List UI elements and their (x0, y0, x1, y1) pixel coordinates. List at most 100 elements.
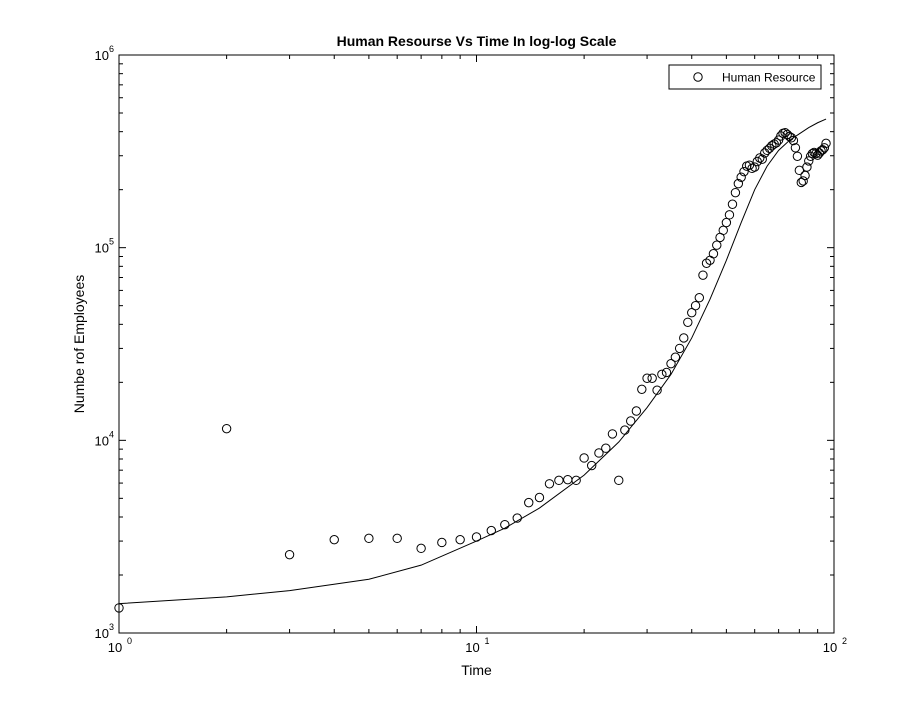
data-point (733, 178, 744, 189)
y-tick-label: 10 (95, 241, 109, 256)
data-point (814, 148, 825, 158)
legend-label: Human Resource (722, 71, 816, 85)
data-point (683, 317, 693, 327)
y-tick-exponent: 3 (109, 622, 114, 632)
data-point (554, 475, 564, 486)
data-point (730, 187, 741, 198)
data-point (534, 492, 545, 503)
data-point (571, 475, 581, 486)
data-point (821, 138, 831, 149)
data-point (586, 460, 597, 471)
data-point (694, 292, 705, 303)
data-point (771, 138, 782, 148)
data-point (642, 373, 652, 383)
data-point (690, 300, 701, 311)
data-point (674, 343, 685, 354)
data-point (807, 148, 818, 159)
data-point (284, 549, 295, 560)
x-tick-exponent: 0 (127, 636, 132, 646)
data-point (607, 429, 618, 439)
data-point (792, 151, 803, 162)
chart-title: Human Resourse Vs Time In log-log Scale (337, 33, 617, 49)
data-point (114, 603, 124, 613)
legend-marker (693, 72, 703, 82)
data-point (471, 532, 482, 542)
y-tick-exponent: 5 (109, 237, 114, 247)
data-point (512, 513, 522, 523)
data-point (221, 423, 232, 434)
y-tick-exponent: 6 (109, 44, 114, 54)
data-point (661, 367, 672, 378)
data-point (809, 147, 819, 158)
x-tick-label: 10 (465, 640, 479, 655)
legend-box (668, 64, 822, 90)
data-point (670, 352, 681, 362)
data-point (744, 160, 755, 170)
x-axis-label: Time (461, 662, 492, 678)
data-point (601, 443, 611, 453)
data-point (524, 497, 534, 508)
data-point (790, 143, 801, 153)
data-point (767, 141, 777, 151)
x-tick-label: 10 (823, 640, 837, 655)
data-point (329, 534, 339, 545)
data-point (804, 156, 814, 166)
data-point (701, 258, 712, 268)
data-point (679, 333, 689, 343)
data-point (796, 177, 806, 188)
data-point (416, 543, 426, 554)
y-axis-label: Numbe rof Employees (71, 275, 87, 414)
data-point (647, 373, 657, 383)
data-point (364, 533, 374, 544)
data-point (698, 270, 708, 280)
legend: Human Resource (668, 64, 822, 90)
data-point (798, 176, 808, 186)
data-point (760, 148, 770, 158)
data-point (437, 537, 447, 548)
data-point (708, 249, 719, 259)
data-point (637, 384, 647, 395)
data-point (652, 385, 662, 395)
data-point (816, 146, 826, 156)
data-point (802, 162, 812, 172)
data-point (657, 369, 667, 380)
y-tick-label: 10 (95, 48, 109, 63)
data-point (614, 475, 624, 486)
data-point (626, 416, 636, 426)
x-tick-exponent: 2 (842, 636, 847, 646)
fit-curve-line (118, 118, 827, 605)
data-point (749, 162, 760, 172)
y-tick-label: 10 (95, 433, 109, 448)
x-tick-exponent: 1 (485, 636, 490, 646)
data-point (757, 154, 767, 164)
data-point (620, 425, 630, 435)
plot-area (118, 54, 835, 634)
data-point (819, 143, 830, 153)
data-point (712, 240, 722, 250)
data-point (739, 166, 749, 177)
data-point (724, 210, 735, 220)
data-point (392, 533, 402, 544)
y-tick-exponent: 4 (109, 429, 114, 439)
fit-curve (118, 118, 827, 605)
x-tick-label: 10 (108, 640, 122, 655)
data-point (579, 453, 589, 463)
data-point (718, 225, 728, 236)
data-point (747, 163, 757, 174)
y-tick-label: 10 (95, 626, 109, 641)
data-point (788, 135, 799, 146)
data-point (666, 358, 676, 369)
data-point (687, 307, 697, 318)
data-point (736, 172, 746, 182)
data-point (486, 525, 496, 536)
data-point (631, 406, 642, 416)
data-point (544, 479, 555, 489)
data-point (594, 448, 604, 458)
data-point (786, 133, 797, 143)
data-points (114, 128, 831, 613)
data-point (455, 534, 465, 545)
data-point (727, 199, 738, 209)
data-point (500, 519, 510, 530)
